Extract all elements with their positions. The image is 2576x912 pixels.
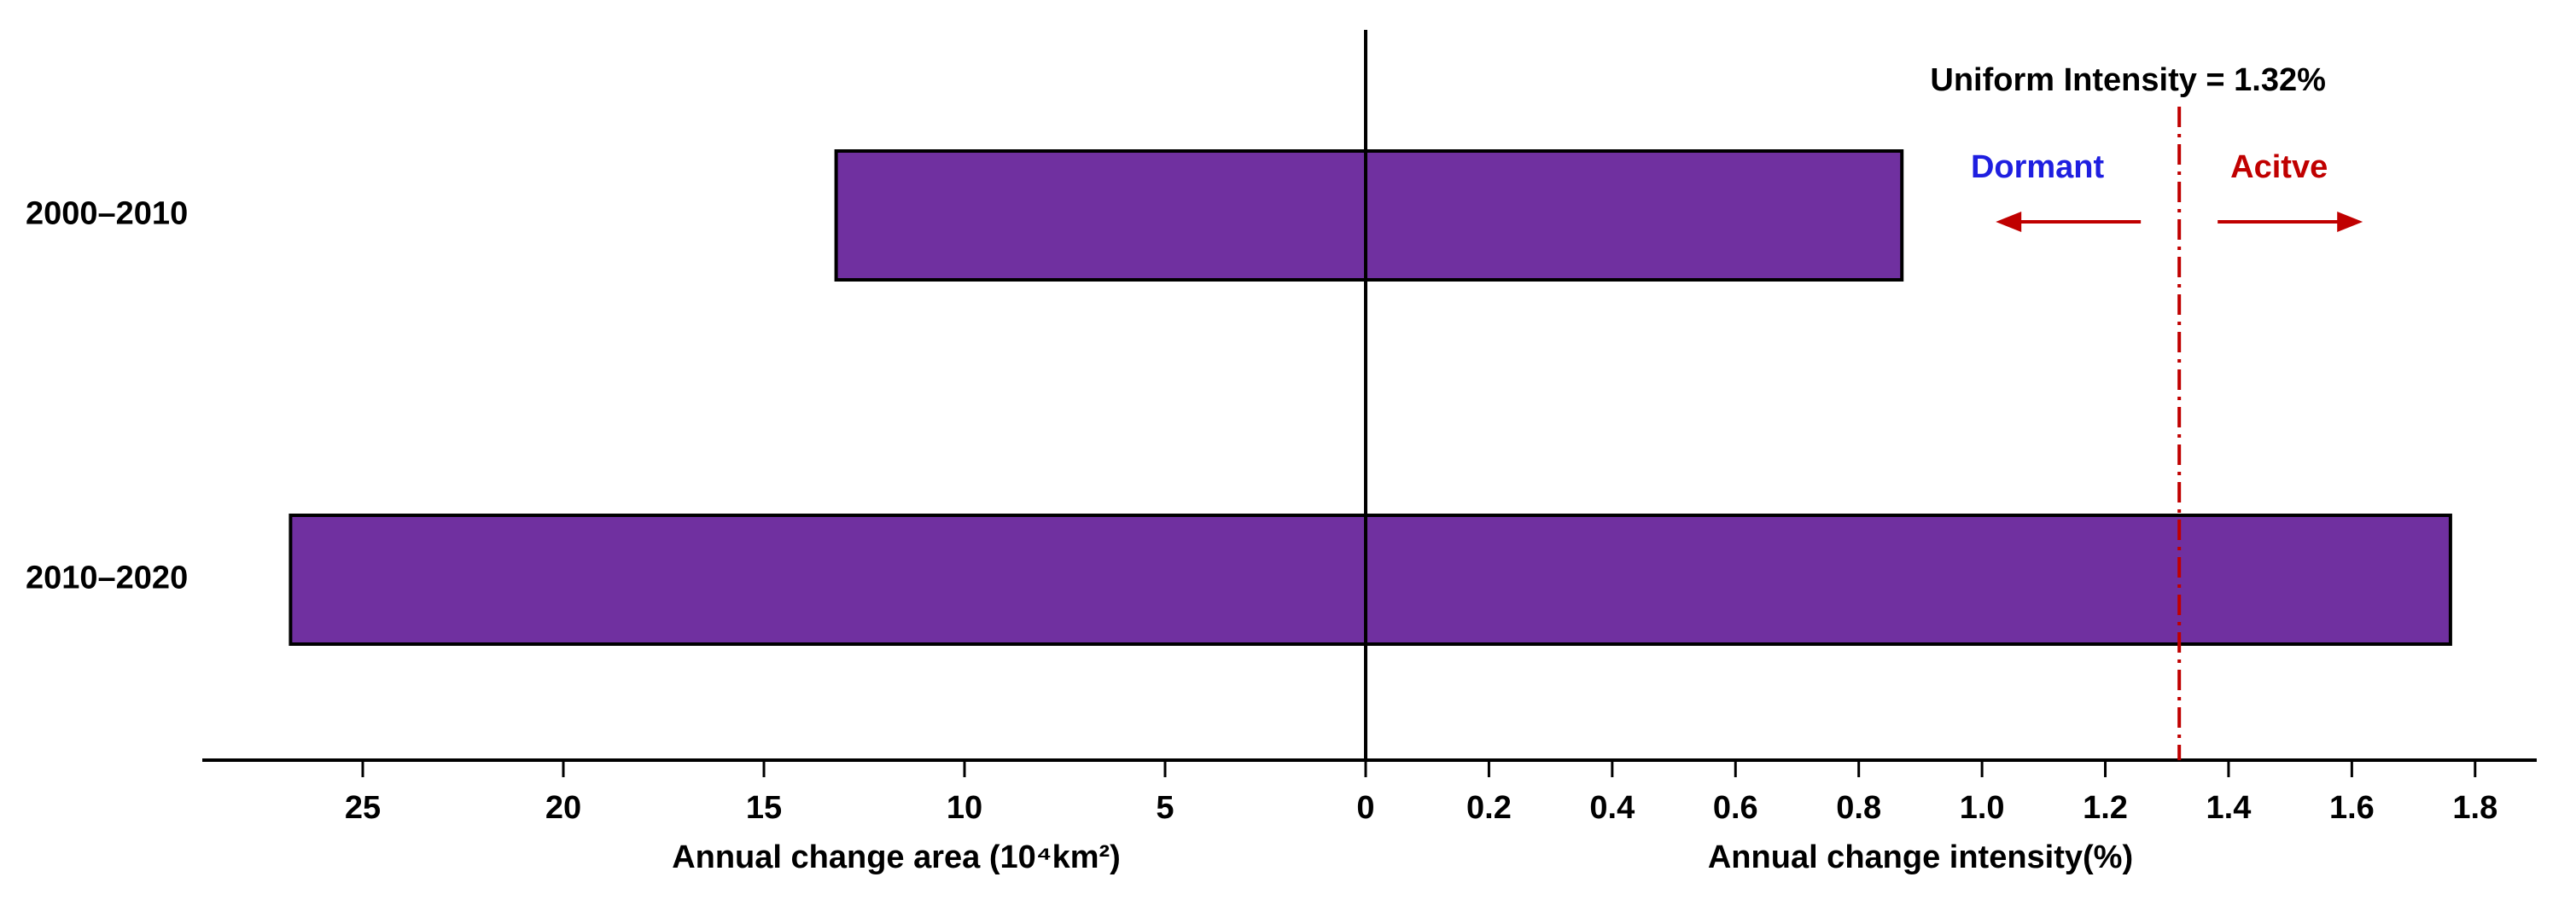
- reference-label: Uniform Intensity = 1.32%: [1930, 62, 2326, 98]
- category-label: 2000–2010: [26, 196, 188, 232]
- x-axis-title-right: Annual change intensity(%): [1708, 839, 2133, 875]
- bar: [288, 514, 1367, 646]
- x2-tick-label: 0.4: [1589, 790, 1635, 826]
- x-axis-title-left: Annual change area (10⁴km²): [672, 839, 1121, 875]
- x2-tick-label: 0.6: [1713, 790, 1758, 826]
- arrowhead-left: [1996, 212, 2022, 232]
- x-tick-label: 15: [746, 790, 782, 826]
- x2-tick-label: 1.0: [1960, 790, 2005, 826]
- x-tick-label: 0: [1356, 790, 1374, 826]
- annotation-dormant: Dormant: [1971, 149, 2105, 185]
- arrowhead-right: [2337, 212, 2363, 232]
- x2-tick-label: 1.4: [2206, 790, 2252, 826]
- bar: [1364, 514, 2452, 646]
- x-tick-label: 5: [1156, 790, 1174, 826]
- x-tick-label: 20: [545, 790, 581, 826]
- x2-tick-label: 1.2: [2083, 790, 2128, 826]
- x-tick-label: 10: [947, 790, 982, 826]
- bar: [1364, 149, 1904, 282]
- x2-tick-label: 1.8: [2452, 790, 2497, 826]
- x2-tick-label: 1.6: [2329, 790, 2375, 826]
- annotation-active: Acitve: [2230, 149, 2328, 185]
- x2-tick-label: 0.2: [1466, 790, 1512, 826]
- bar: [834, 149, 1367, 282]
- x-tick-label: 25: [345, 790, 381, 826]
- category-label: 2010–2020: [26, 561, 188, 596]
- x2-tick-label: 0.8: [1836, 790, 1881, 826]
